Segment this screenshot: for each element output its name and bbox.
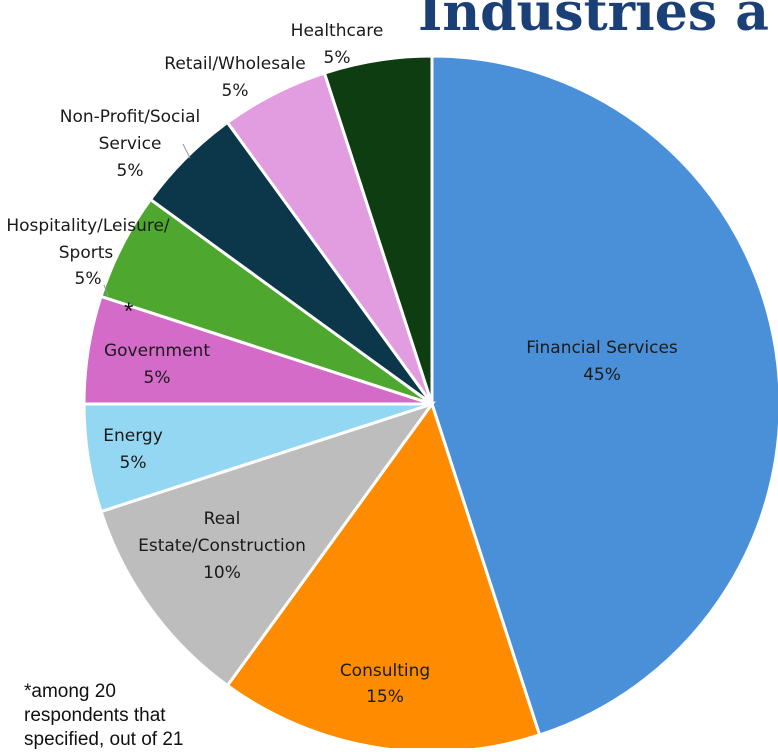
slice-label-non-profit-social-service-1: Service: [99, 134, 162, 154]
pie-slice-financial-services: [430, 54, 778, 737]
slice-label-healthcare: Healthcare: [291, 21, 384, 41]
footnote: *among 20 respondents that specified, ou…: [24, 681, 184, 750]
slice-value-consulting: 15%: [366, 687, 404, 707]
slice-label-consulting: Consulting: [340, 661, 430, 681]
slice-value-healthcare: 5%: [324, 48, 351, 68]
slice-value-non-profit-social-service: 5%: [117, 161, 144, 181]
slice-label-hospitality-leisure-sports-1: Sports: [59, 243, 114, 263]
leader-line-non-profit: [182, 143, 191, 159]
slice-label-real-estate-construction-0: Real: [204, 509, 241, 529]
slice-value-hospitality-leisure-sports: 5%: [75, 269, 102, 289]
slice-label-government: Government: [104, 341, 210, 361]
slice-value-government: 5%: [144, 368, 171, 388]
leader-lines: [103, 143, 191, 297]
slice-value-real-estate-construction: 10%: [203, 563, 241, 583]
slice-value-financial-services: 45%: [583, 365, 621, 385]
slice-label-hospitality-leisure-sports-0: Hospitality/Leisure/: [6, 216, 170, 236]
slice-value-energy: 5%: [120, 453, 147, 473]
slice-label-energy: Energy: [103, 426, 163, 446]
slice-label-financial-services: Financial Services: [526, 338, 678, 358]
slice-label-real-estate-construction-1: Estate/Construction: [138, 536, 306, 556]
pie-slice-healthcare: [322, 54, 434, 405]
leader-line-hospitality: [103, 284, 109, 297]
slice-label-retail-wholesale: Retail/Wholesale: [164, 54, 305, 74]
slice-labels: Financial Services 45% Consulting 15% Real Es…: [6, 21, 678, 707]
slice-value-retail-wholesale: 5%: [222, 81, 249, 101]
asterisk-marker: *: [124, 298, 133, 325]
slide-title: Industries a: [418, 0, 769, 43]
pie-slices: [82, 54, 778, 748]
pie-slice-real-estate-construction: [99, 401, 436, 688]
slice-label-non-profit-social-service-0: Non-Profit/Social: [60, 107, 201, 127]
